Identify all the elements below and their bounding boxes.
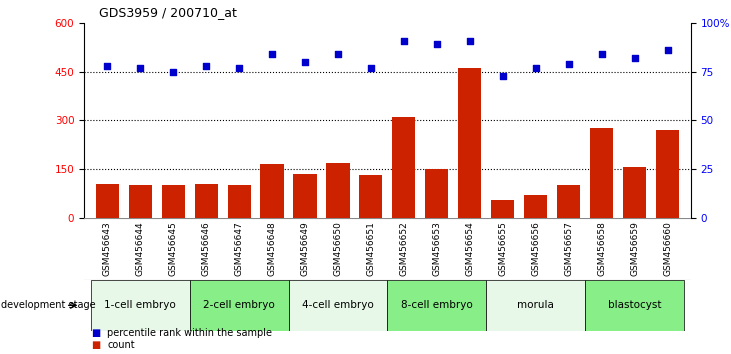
- Bar: [129, 185, 151, 218]
- Text: GSM456643: GSM456643: [102, 221, 112, 276]
- Point: [464, 38, 476, 44]
- Bar: [387, 280, 486, 331]
- Bar: [360, 175, 382, 218]
- Bar: [96, 184, 118, 218]
- Text: development stage: development stage: [1, 300, 96, 310]
- Bar: [189, 280, 289, 331]
- Bar: [393, 117, 415, 218]
- Bar: [491, 200, 515, 218]
- Point: [365, 65, 376, 71]
- Point: [167, 69, 179, 74]
- Text: morula: morula: [518, 300, 554, 310]
- Text: GSM456648: GSM456648: [268, 221, 276, 276]
- Text: GDS3959 / 200710_at: GDS3959 / 200710_at: [99, 6, 237, 19]
- Text: 8-cell embryo: 8-cell embryo: [401, 300, 473, 310]
- Bar: [91, 280, 189, 331]
- Point: [563, 61, 575, 67]
- Bar: [586, 280, 684, 331]
- Bar: [289, 280, 387, 331]
- Point: [530, 65, 542, 71]
- Bar: [327, 162, 349, 218]
- Point: [200, 63, 212, 69]
- Text: GSM456649: GSM456649: [300, 221, 309, 276]
- Text: GSM456644: GSM456644: [136, 221, 145, 276]
- Point: [398, 38, 410, 44]
- Point: [497, 73, 509, 78]
- Bar: [656, 130, 679, 218]
- Text: GSM456656: GSM456656: [531, 221, 540, 276]
- Point: [266, 51, 278, 57]
- Bar: [293, 174, 317, 218]
- Point: [135, 65, 146, 71]
- Text: GSM456658: GSM456658: [597, 221, 606, 276]
- Point: [233, 65, 245, 71]
- Text: GSM456659: GSM456659: [630, 221, 639, 276]
- Bar: [162, 185, 185, 218]
- Text: GSM456655: GSM456655: [499, 221, 507, 276]
- Bar: [590, 129, 613, 218]
- Text: ■: ■: [91, 340, 101, 350]
- Text: blastocyst: blastocyst: [608, 300, 662, 310]
- Text: percentile rank within the sample: percentile rank within the sample: [107, 329, 273, 338]
- Point: [102, 63, 113, 69]
- Text: GSM456657: GSM456657: [564, 221, 573, 276]
- Point: [662, 47, 673, 53]
- Bar: [194, 184, 218, 218]
- Text: GSM456652: GSM456652: [399, 221, 409, 276]
- Bar: [458, 68, 482, 218]
- Text: GSM456647: GSM456647: [235, 221, 243, 276]
- Text: GSM456651: GSM456651: [366, 221, 376, 276]
- Text: 4-cell embryo: 4-cell embryo: [302, 300, 374, 310]
- Bar: [486, 280, 586, 331]
- Bar: [624, 167, 646, 218]
- Bar: [524, 195, 548, 218]
- Text: 1-cell embryo: 1-cell embryo: [105, 300, 176, 310]
- Point: [332, 51, 344, 57]
- Text: count: count: [107, 340, 135, 350]
- Text: GSM456654: GSM456654: [466, 221, 474, 276]
- Point: [299, 59, 311, 65]
- Text: GSM456646: GSM456646: [202, 221, 211, 276]
- Text: GSM456650: GSM456650: [333, 221, 342, 276]
- Point: [629, 55, 640, 61]
- Point: [596, 51, 607, 57]
- Bar: [425, 169, 448, 218]
- Bar: [227, 185, 251, 218]
- Point: [431, 42, 443, 47]
- Bar: [260, 164, 284, 218]
- Text: ■: ■: [91, 329, 101, 338]
- Text: 2-cell embryo: 2-cell embryo: [203, 300, 275, 310]
- Text: GSM456645: GSM456645: [169, 221, 178, 276]
- Bar: [557, 185, 580, 218]
- Text: GSM456653: GSM456653: [433, 221, 442, 276]
- Text: GSM456660: GSM456660: [663, 221, 673, 276]
